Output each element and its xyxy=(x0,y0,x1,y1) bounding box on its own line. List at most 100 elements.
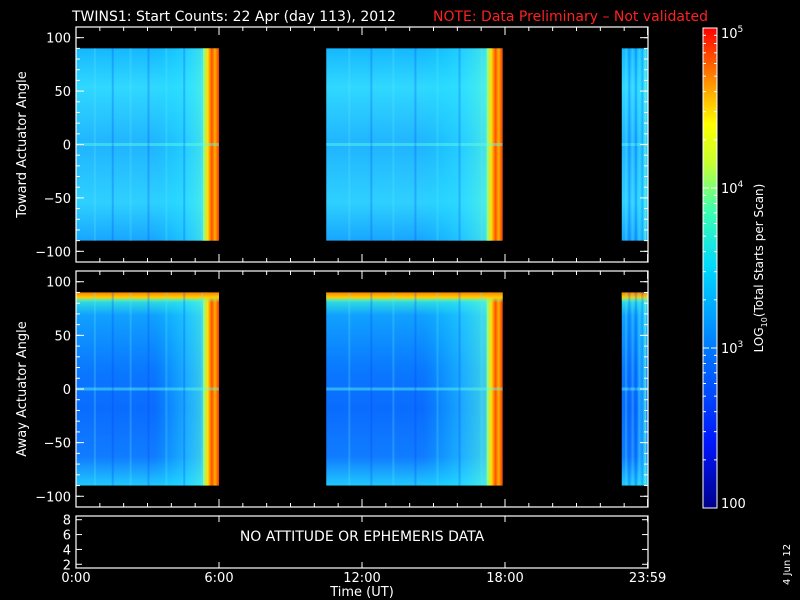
top-panel: −100 −50 0 50 100 Toward Actuator Angle xyxy=(15,26,649,263)
heatmap-ramp xyxy=(154,48,209,241)
colorbar-tick-label: 104 xyxy=(721,180,744,197)
heatmap-edge xyxy=(486,48,503,241)
heatmap-top-band xyxy=(76,292,219,303)
heatmap-streak xyxy=(414,48,417,241)
heatmap-zero-line xyxy=(326,143,503,146)
heatmap-segment xyxy=(76,292,219,486)
heatmap-streak xyxy=(458,292,461,486)
heatmap-streak xyxy=(480,292,483,486)
colorbar-tick-exp: 5 xyxy=(738,25,744,35)
no-data-message: NO ATTITUDE OR EPHEMERIS DATA xyxy=(240,529,485,545)
heatmap-streak xyxy=(129,48,132,241)
y-tick-label: 100 xyxy=(46,32,71,47)
heatmap-segment xyxy=(326,48,503,241)
heatmap-streak xyxy=(625,48,628,241)
y-tick-label: 8 xyxy=(63,514,71,529)
colorbar-tick-exp: 3 xyxy=(738,340,744,350)
y-tick-label: 4 xyxy=(63,543,71,558)
heatmap-edge xyxy=(203,292,219,486)
bottom-panel: −100 −50 0 50 100 Away Actuator Angle xyxy=(15,270,649,508)
heatmap-top-band xyxy=(326,292,503,303)
heatmap-streak xyxy=(480,48,483,241)
heatmap-zero-line xyxy=(621,387,648,391)
chart-title: TWINS1: Start Counts: 22 Apr (day 113), … xyxy=(71,9,396,25)
y-tick-label: −50 xyxy=(44,437,71,452)
heatmap-streak xyxy=(93,292,96,486)
colorbar-tick-base: 10 xyxy=(721,27,738,42)
heatmap-streak xyxy=(201,48,204,241)
heatmap-ramp xyxy=(423,48,491,241)
heatmap-streak xyxy=(625,292,628,486)
x-tick-label: 12:00 xyxy=(343,571,380,586)
heatmap-zero-line xyxy=(76,387,219,391)
heatmap-streak xyxy=(147,292,150,486)
colorbar-tick-label: 100 xyxy=(721,497,746,512)
heatmap-streak xyxy=(129,292,132,486)
heatmap-edge xyxy=(486,292,503,486)
heatmap-streak xyxy=(147,48,150,241)
y-tick-label: −100 xyxy=(35,245,71,260)
x-axis-label: Time (UT) xyxy=(329,585,394,600)
colorbar-label: LOG10(Total Starts per Scan) xyxy=(752,184,769,353)
heatmap-streak xyxy=(638,292,641,486)
y-tick-label: 50 xyxy=(54,329,71,344)
heatmap-ramp xyxy=(154,292,209,486)
colorbar-scale xyxy=(702,27,718,509)
heatmap-streak xyxy=(370,292,373,486)
heatmap-edge xyxy=(203,48,219,241)
heatmap-streak xyxy=(93,48,96,241)
heatmap-streak xyxy=(201,292,204,486)
x-tick-label: 6:00 xyxy=(204,571,233,586)
heatmap-streak xyxy=(628,292,631,486)
heatmap-streak xyxy=(414,292,417,486)
colorbar: LOG10(Total Starts per Scan) 10010310410… xyxy=(702,25,769,512)
date-stamp: 4 Jun 12 xyxy=(782,544,793,585)
heatmap-streak xyxy=(111,48,114,241)
colorbar-tick-exp: 4 xyxy=(738,180,744,190)
heatmap-streak xyxy=(392,48,395,241)
heatmap-top-band xyxy=(621,292,648,303)
colorbar-tick-label: 103 xyxy=(721,340,743,357)
heatmap-streak xyxy=(628,48,631,241)
colorbar-tick-base: 10 xyxy=(721,182,738,197)
x-tick-label: 18:00 xyxy=(486,571,523,586)
x-tick-label: 23:59 xyxy=(629,571,666,586)
heatmap-streak xyxy=(634,48,637,241)
heatmap-streak xyxy=(436,48,439,241)
heatmap-streak xyxy=(436,292,439,486)
y-tick-label: −50 xyxy=(44,192,71,207)
y-tick-label: −100 xyxy=(35,490,71,505)
heatmap-streak xyxy=(458,48,461,241)
heatmap-streak xyxy=(348,292,351,486)
heatmap-streak xyxy=(638,48,641,241)
x-tick-label: 0:00 xyxy=(61,571,90,586)
y-tick-label: 100 xyxy=(46,276,71,291)
heatmap-zero-line xyxy=(76,143,219,146)
heatmap-zero-line xyxy=(326,387,503,391)
heatmap-zero-line xyxy=(621,143,648,146)
heatmap-ramp xyxy=(423,292,491,486)
y-tick-label: 2 xyxy=(63,558,71,573)
y-tick-label: 0 xyxy=(63,139,71,154)
heatmap-streak xyxy=(183,48,186,241)
y-tick-label: 6 xyxy=(63,529,71,544)
heatmap-segment xyxy=(326,292,503,486)
colorbar-tick-label: 105 xyxy=(721,25,743,42)
heatmap-segment xyxy=(76,48,219,241)
heatmap-streak xyxy=(631,48,634,241)
y-tick-label: 50 xyxy=(54,85,71,100)
chart-note: NOTE: Data Preliminary – Not validated xyxy=(433,9,708,25)
y-tick-label: 0 xyxy=(63,383,71,398)
heatmap-streak xyxy=(348,48,351,241)
heatmap-streak xyxy=(631,292,634,486)
heatmap-streak xyxy=(370,48,373,241)
y-axis-label: Toward Actuator Angle xyxy=(15,71,30,218)
heatmap-streak xyxy=(165,48,168,241)
heatmap-streak xyxy=(111,292,114,486)
heatmap-streak xyxy=(165,292,168,486)
heatmap-streak xyxy=(183,292,186,486)
heatmap-streak xyxy=(634,292,637,486)
heatmap-streak xyxy=(392,292,395,486)
